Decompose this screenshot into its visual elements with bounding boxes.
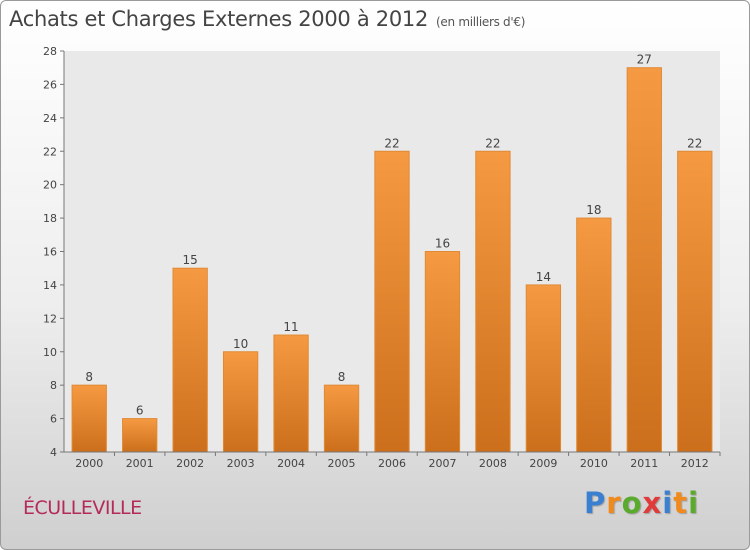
bar-value-label: 10 [233,337,248,351]
logo-letter: t [673,486,689,520]
bar [374,150,410,453]
logo-letter: o [621,486,643,520]
x-tick-label: 2002 [176,457,204,470]
bar [273,334,309,453]
x-tick-label: 2009 [529,457,557,470]
bar-value-label: 18 [586,203,601,217]
x-tick-label: 2007 [428,457,456,470]
bar [172,267,208,453]
y-tick-label: 10 [43,346,57,359]
x-tick-label: 2012 [681,457,709,470]
bar-value-label: 22 [384,136,399,150]
y-tick-label: 6 [50,413,57,426]
x-tick-label: 2000 [75,457,103,470]
y-tick-label: 24 [43,112,57,125]
bar-value-label: 15 [183,253,198,267]
y-tick-label: 22 [43,145,57,158]
bar-value-label: 22 [687,136,702,150]
logo-letter: x [642,486,663,520]
y-tick-label: 28 [43,45,57,58]
axes-group: 2000 2001 2002 2003 2004 2005 2006 2007 2008 2009… [43,45,721,470]
bar [525,284,562,453]
bar [323,384,360,453]
y-tick-label: 4 [50,446,57,459]
bar-value-label: 27 [637,53,652,67]
bar [71,384,107,453]
logo-letter: r [606,486,622,520]
y-tick-label: 14 [43,279,57,292]
bar [424,251,461,453]
chart-title: Achats et Charges Externes 2000 à 2012 (e… [9,7,525,31]
y-tick-label: 26 [43,78,57,91]
bar [576,217,612,453]
bar-value-label: 22 [485,136,500,150]
y-tick-label: 18 [43,212,57,225]
bar-value-label: 14 [536,270,551,284]
x-tick-label: 2011 [630,457,658,470]
y-tick-label: 16 [43,246,57,259]
bars-group [71,67,713,453]
bar-value-label: 8 [85,370,93,384]
bar [677,150,713,453]
x-tick-label: 2010 [580,457,608,470]
bar [122,418,158,453]
bar [222,351,259,453]
value-labels-group: 8 6 15 10 11 8 22 16 22 14 18 27 22 [85,53,702,418]
chart-subtitle: (en milliers d'€) [436,15,526,29]
bar-value-label: 8 [338,370,346,384]
x-tick-label: 2006 [378,457,406,470]
bar [475,150,511,453]
bar-value-label: 16 [435,237,450,251]
x-tick-label: 2008 [479,457,507,470]
y-tick-label: 8 [50,379,57,392]
x-tick-label: 2001 [126,457,154,470]
chart-title-text: Achats et Charges Externes 2000 à 2012 [9,7,429,31]
y-tick-label: 12 [43,312,57,325]
commune-name: ÉCULLEVILLE [23,497,142,519]
y-tick-label: 20 [43,179,57,192]
bar-value-label: 6 [136,404,144,418]
proxiti-logo: Proxiti [584,486,699,520]
logo-letter: P [584,486,607,520]
x-tick-label: 2003 [227,457,255,470]
bar-value-label: 11 [283,320,298,334]
logo-letter: i [662,486,674,520]
x-tick-label: 2005 [328,457,356,470]
bar [626,67,662,453]
logo-letter: i [688,486,700,520]
x-tick-label: 2004 [277,457,305,470]
